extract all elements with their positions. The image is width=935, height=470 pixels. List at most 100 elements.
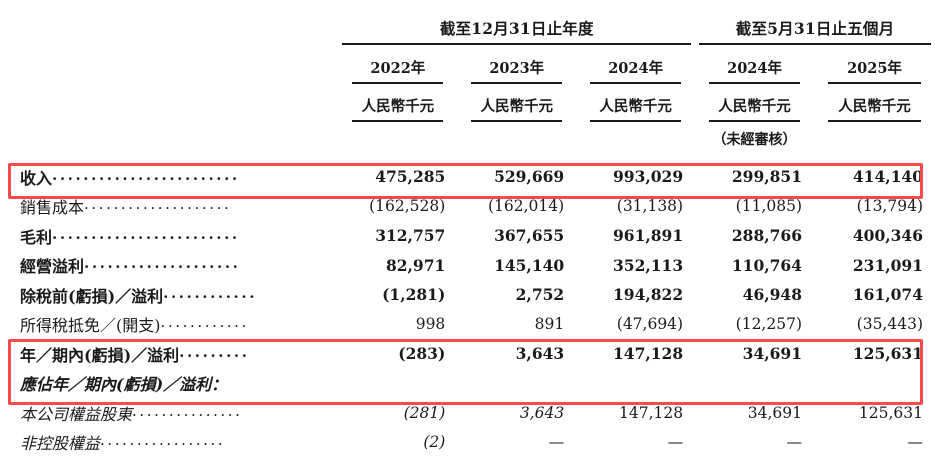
table-row: 本公司權益股東............... (281) 3,643 147,128 3…	[0, 398, 935, 428]
leader-dots: ...............	[132, 401, 243, 420]
table-cell: 993,029	[613, 167, 684, 187]
leader-dots: ........................	[52, 224, 240, 243]
year-rule-5	[814, 80, 935, 85]
audit-note-row: （未經審核）	[0, 123, 935, 162]
table-header: 截至12月31日止年度 截至5月31日止五個月 2022年 2023年 2024…	[0, 0, 935, 162]
leader-dots: ............	[160, 313, 249, 332]
currency-unit-1: 人民幣千元	[361, 98, 435, 115]
row-label: 所得稅抵免／(開支)............	[0, 310, 338, 340]
row-label-text: 毛利	[20, 227, 53, 247]
table-cell: (31,138)	[616, 197, 684, 216]
table-row: 除稅前(虧損)／溢利............ (1,281) 2,752 194,82…	[0, 280, 935, 310]
table-cell: 34,691	[747, 403, 802, 422]
table-cell: (35,443)	[856, 315, 923, 334]
leader-dots: ....................	[84, 254, 241, 273]
group-rule-year	[338, 42, 695, 46]
row-label: 經營溢利....................	[0, 251, 338, 281]
table-cell: 312,757	[375, 226, 446, 246]
table-row: 年／期內(虧損)／溢利......... (283) 3,643 147,128 34,…	[0, 339, 935, 369]
group-header-period: 截至5月31日止五個月	[735, 19, 895, 38]
row-label-text: 收入	[20, 168, 53, 188]
leader-dots: ........................	[52, 165, 240, 184]
table-cell: (2)	[423, 433, 446, 452]
table-cell: (283)	[398, 344, 446, 364]
table-cell	[695, 369, 814, 399]
leader-dots: ....................	[84, 195, 232, 214]
table-cell: 194,822	[613, 285, 684, 305]
table-cell: 529,669	[494, 167, 565, 187]
row-label: 收入........................	[0, 162, 338, 192]
audit-note-unaudited: （未經審核）	[712, 132, 797, 148]
group-header-year: 截至12月31日止年度	[439, 19, 594, 38]
table-cell: 288,766	[731, 226, 802, 246]
table-cell: 161,074	[852, 285, 923, 305]
year-rule-1	[338, 80, 457, 85]
currency-unit-3: 人民幣千元	[599, 98, 672, 115]
table-cell: (12,257)	[735, 315, 802, 334]
currency-rule-5	[814, 118, 935, 123]
table-cell: 2,752	[515, 285, 565, 305]
table-cell	[814, 369, 935, 399]
table-cell: 400,346	[852, 226, 923, 246]
financial-summary-table: 截至12月31日止年度 截至5月31日止五個月 2022年 2023年 2024…	[0, 0, 935, 457]
row-label-text: 銷售成本	[20, 198, 85, 218]
table-cell: 414,140	[852, 167, 923, 187]
audit-note-5	[814, 123, 935, 162]
table-cell: (1,281)	[382, 285, 446, 305]
row-label: 年／期內(虧損)／溢利.........	[0, 339, 338, 369]
table-row: 收入........................ 475,285 529,669…	[0, 162, 935, 192]
year-header-2025-interim: 2025年	[847, 60, 902, 77]
table-cell: 125,631	[852, 344, 923, 364]
table-cell: 125,631	[858, 403, 923, 422]
row-label-text: 所得稅抵免／(開支)	[20, 316, 161, 336]
currency-unit-2: 人民幣千元	[480, 98, 553, 115]
currency-header-spacer	[0, 85, 338, 118]
table-cell: —	[907, 433, 924, 452]
row-label-text: 本公司權益股東	[20, 404, 133, 424]
year-rule-4	[695, 80, 814, 85]
table-cell: 147,128	[619, 403, 684, 422]
table-cell: (162,528)	[369, 197, 446, 216]
table-row: 毛利........................ 312,757 367,655…	[0, 221, 935, 251]
audit-note-2	[457, 123, 576, 162]
table-cell: (47,694)	[616, 315, 684, 334]
table-cell	[338, 369, 457, 399]
group-rule-period	[695, 42, 935, 46]
table-cell: 475,285	[375, 167, 446, 187]
leader-dots: .................	[100, 431, 226, 450]
table-cell: 961,891	[613, 226, 684, 246]
year-header-2022: 2022年	[370, 60, 426, 77]
table-cell: (13,794)	[856, 197, 923, 216]
row-label: 除稅前(虧損)／溢利............	[0, 280, 338, 310]
year-header-spacer	[0, 46, 338, 80]
table-body: 收入........................ 475,285 529,669…	[0, 162, 935, 457]
row-label-text: 非控股權益	[20, 434, 101, 454]
table-cell: 145,140	[494, 255, 565, 275]
table-cell: 352,113	[613, 255, 684, 275]
table-cell: 367,655	[494, 226, 565, 246]
year-header-2024: 2024年	[608, 60, 664, 77]
table-cell: —	[548, 433, 565, 452]
row-label-text: 年／期內(虧損)／溢利	[20, 345, 180, 365]
year-header-row: 2022年 2023年 2024年 2024年 2025年	[0, 46, 935, 80]
corner-cell	[0, 0, 338, 42]
audit-note-1	[338, 123, 457, 162]
currency-rule-4	[695, 118, 814, 123]
table-cell: (11,085)	[735, 197, 802, 216]
table-cell: 231,091	[852, 255, 923, 275]
year-header-2023: 2023年	[489, 60, 545, 77]
table-row: 非控股權益................. (2) — — — —	[0, 428, 935, 458]
table-cell: —	[667, 433, 684, 452]
table-cell: 299,851	[731, 167, 802, 187]
group-header-row: 截至12月31日止年度 截至5月31日止五個月	[0, 0, 935, 42]
table-cell: 3,643	[519, 403, 565, 422]
row-label-text: 應佔年／期內(虧損)／溢利：	[20, 375, 228, 395]
table-cell: 34,691	[742, 344, 802, 364]
table-cell: 891	[534, 315, 565, 334]
group-rule-row	[0, 42, 935, 46]
row-label: 非控股權益.................	[0, 428, 338, 458]
currency-unit-4: 人民幣千元	[718, 98, 791, 115]
year-rule-row	[0, 80, 935, 85]
table-cell: 3,643	[515, 344, 565, 364]
